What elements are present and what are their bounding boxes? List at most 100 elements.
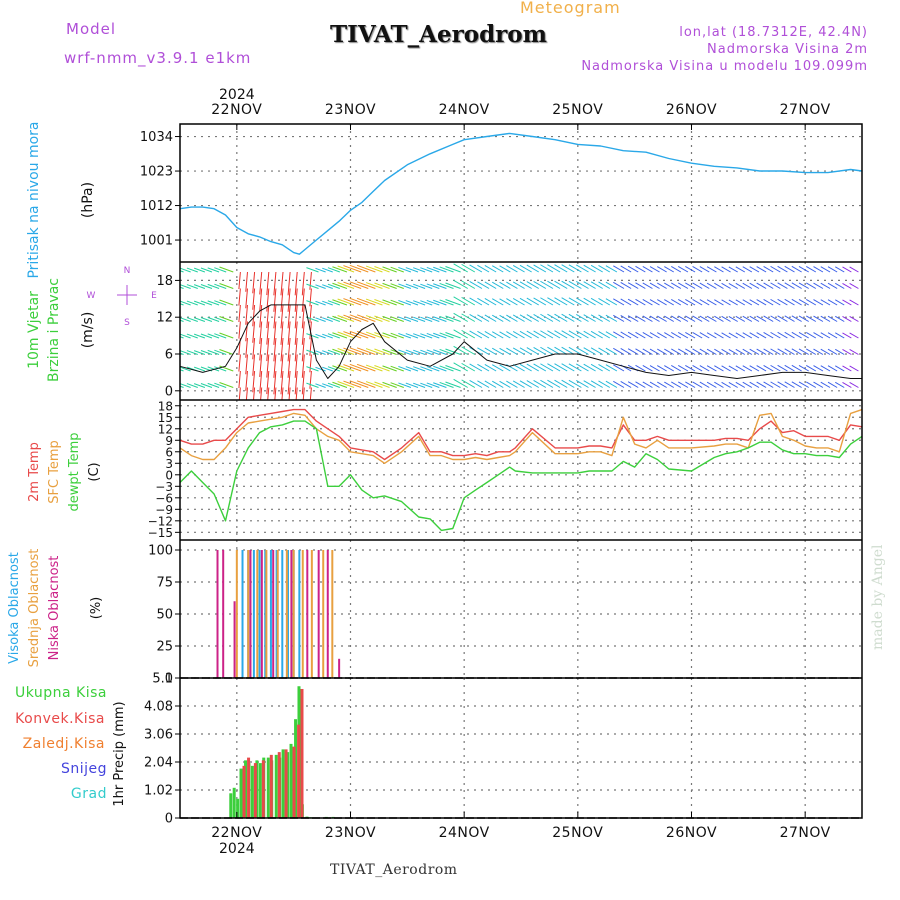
wind-barb: [784, 282, 795, 289]
x-tick-label-bottom: 27NOV: [780, 825, 831, 841]
wind-barb: [439, 332, 454, 339]
wind-barb: [301, 304, 305, 329]
wind-barb: [547, 280, 561, 289]
compass-e: E: [151, 291, 157, 301]
y-tick-label: 9: [165, 434, 173, 448]
wind-barb: [721, 332, 731, 339]
wind-barb: [365, 298, 383, 306]
wind-barb: [763, 315, 774, 322]
precip-bar: [281, 749, 285, 818]
wind-barb: [547, 297, 561, 306]
wind-barb: [180, 317, 191, 322]
y-tick-label: −3: [155, 480, 173, 494]
wind-barb: [287, 304, 291, 329]
wind-barb: [512, 331, 525, 339]
wind-barb: [671, 332, 682, 339]
wind-barb: [374, 332, 390, 339]
wind-barb: [692, 315, 703, 322]
wind-barb: [605, 265, 618, 273]
wind-barb: [337, 364, 355, 372]
meteogram-title: Meteogram: [520, 0, 621, 17]
wind-barb: [405, 300, 419, 306]
panel-axis-label: Visoka Oblacnost: [7, 552, 22, 664]
wind-barb: [327, 316, 341, 322]
wind-barb: [813, 266, 824, 273]
wind-barb: [306, 316, 319, 322]
wind-barb: [791, 381, 802, 388]
wind-barb: [627, 298, 639, 306]
wind-barb: [721, 266, 731, 273]
wind-barb: [200, 284, 213, 289]
wind-barb: [827, 282, 838, 289]
wind-barb: [798, 315, 809, 322]
wind-barb: [642, 364, 653, 372]
wind-barb: [806, 299, 817, 306]
wind-barb: [219, 266, 234, 273]
wind-barb: [306, 300, 319, 306]
wind-barb: [664, 365, 674, 372]
wind-barb: [322, 366, 333, 372]
wind-barb: [756, 332, 767, 339]
wind-barb: [561, 379, 575, 388]
wind-barb: [433, 349, 447, 355]
wind-barb: [398, 349, 412, 355]
wind-barb: [180, 303, 184, 306]
wind-barb: [692, 348, 703, 355]
wind-barb: [664, 381, 674, 388]
wind-barb: [583, 281, 596, 289]
precip-bar: [284, 749, 288, 818]
wind-barb: [598, 364, 611, 372]
wind-barb: [770, 282, 781, 289]
wind-barb: [735, 332, 746, 339]
wind-barb: [849, 299, 859, 306]
wind-barb: [820, 365, 831, 372]
precip-bar: [286, 752, 290, 818]
wind-barb: [390, 365, 404, 372]
wind-barb: [554, 346, 568, 355]
footer-station: TIVAT_Aerodrom: [330, 862, 458, 878]
wind-barb: [327, 382, 341, 388]
wind-barb: [827, 315, 838, 322]
wind-barb: [433, 283, 447, 289]
wind-barb: [649, 381, 660, 388]
temp-series-line: [179, 408, 863, 461]
wind-barb: [365, 364, 383, 372]
wind-barb: [259, 288, 263, 311]
wind-barb: [390, 266, 404, 273]
y-tick-label: 1034: [140, 130, 173, 145]
wind-barb: [186, 300, 198, 306]
wind-barb: [568, 346, 582, 355]
wind-barb: [576, 314, 589, 322]
wind-barb: [735, 381, 746, 388]
wind-barb: [813, 315, 824, 322]
wind-barb: [777, 265, 788, 273]
wind-barb: [491, 331, 504, 339]
model-name: wrf-nmm_v3.9.1 e1km: [64, 49, 252, 67]
wind-barb: [706, 315, 717, 322]
x-year-bottom: 2024: [219, 841, 255, 857]
wind-barb: [677, 265, 689, 273]
station-title: TIVAT_Aerodrom: [330, 21, 547, 48]
y-tick-label: 4.08: [144, 700, 173, 715]
wind-barb: [266, 321, 270, 345]
wind-barb: [374, 266, 390, 273]
wind-barb: [374, 365, 390, 372]
wind-barb: [583, 330, 596, 339]
wind-barb: [301, 321, 305, 345]
wind-barb: [405, 283, 419, 289]
wind-barb: [598, 298, 611, 306]
wind-barb: [820, 315, 831, 322]
wind-barb: [294, 354, 298, 378]
y-tick-label: −15: [148, 526, 173, 540]
wind-barb: [519, 314, 532, 322]
wind-barb: [784, 364, 795, 372]
wind-barb: [742, 299, 753, 306]
wind-barb: [635, 298, 646, 306]
wind-barb: [382, 266, 397, 273]
wind-barb: [685, 348, 696, 355]
wind-barb: [714, 332, 724, 339]
wind-barb: [322, 300, 333, 306]
wind-barb: [791, 298, 802, 306]
wind-barb: [770, 315, 781, 322]
wind-barb: [252, 337, 256, 360]
